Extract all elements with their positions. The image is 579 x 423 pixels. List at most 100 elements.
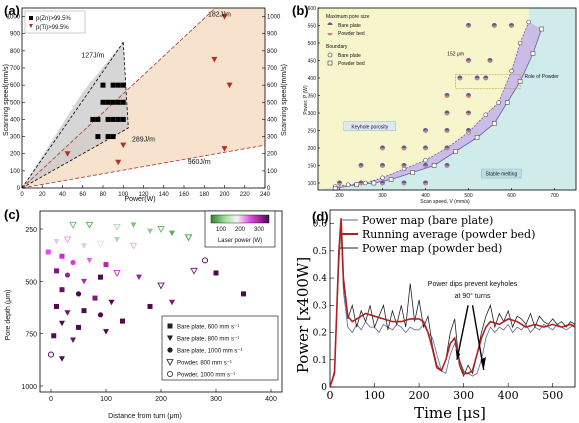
pore-powder: [380, 183, 385, 186]
legend-label: Powder, 1000 mm s⁻¹: [177, 373, 235, 379]
legend-marker-ti: [29, 24, 33, 28]
y-tick-label: 250: [308, 129, 317, 135]
point-bare-600: [81, 308, 87, 314]
point-powder-800: [184, 234, 193, 242]
series-line-1: [329, 218, 576, 388]
highlight-box: [455, 74, 521, 89]
pore-bare: [466, 110, 471, 113]
x-tick-label: 300: [210, 396, 222, 403]
x-axis-label: Time [μs]: [414, 404, 486, 422]
legend-label-powder: Powder bed: [338, 31, 365, 37]
legend-label-zn: p(Zn)>99.5%: [36, 16, 72, 22]
annotation-arrowhead-left: [455, 348, 461, 360]
point-bare-600: [147, 303, 153, 309]
y-tick-label-right: 300: [267, 135, 278, 141]
boundary-powder-point: [530, 51, 536, 56]
point-bare-800: [86, 257, 93, 264]
pore-bare: [423, 128, 428, 131]
y-tick-label: 1000: [7, 15, 21, 21]
boundary-powder-point: [371, 180, 377, 186]
y-tick-label: 0.6: [313, 220, 328, 230]
legend-label-boundary-bare: Bare plate: [338, 53, 361, 59]
region-stable: [318, 8, 576, 190]
y-tick-label: 300: [10, 135, 21, 141]
y-tick-label: 900: [10, 32, 21, 38]
point-powder-800: [157, 282, 165, 290]
point-powder-800: [190, 267, 198, 275]
x-tick-label: 60: [79, 192, 86, 198]
point-bare-600: [54, 303, 59, 309]
pore-bare: [466, 58, 471, 61]
y-tick-label: 150: [308, 164, 317, 170]
legend-marker: [167, 323, 173, 329]
x-tick-label: 500: [464, 193, 473, 199]
x-axis-label: Scan speed, V (mm/s): [420, 199, 470, 205]
y-tick-label-right: 0: [267, 186, 271, 192]
x-tick-label: 220: [240, 192, 251, 198]
point-bare-600: [59, 253, 65, 259]
x-tick-label: 300: [378, 193, 387, 199]
pore-bare: [380, 145, 385, 148]
y-tick-label: 200: [308, 146, 317, 152]
boundary-powder-point: [410, 170, 415, 175]
pore-powder: [474, 78, 480, 81]
x-tick-label: 600: [507, 193, 516, 199]
line-960: [21, 144, 266, 189]
series-line-0: [329, 229, 576, 388]
annotation-stable: Stable melting: [486, 172, 518, 178]
point-powder-800: [85, 221, 94, 229]
ti-point: [221, 14, 228, 20]
pore-powder: [423, 165, 428, 169]
legend-label-bare: Bare plate: [338, 23, 361, 29]
x-tick-label: 100: [100, 396, 112, 403]
point-bare-800: [53, 239, 60, 245]
chart-c: (c) 0 100 200 300 400 250 500 750 1000 100 200 300 L…: [4, 207, 283, 420]
y-tick-label: 0: [321, 383, 327, 393]
legend-marker-zn: [29, 16, 33, 20]
y-axis-label: Pore depth (μm): [5, 290, 12, 341]
region-role-of-powder: [335, 22, 542, 189]
legend-title-pore: Maximum pore size: [326, 14, 370, 20]
pore-bare: [487, 58, 493, 61]
point-powder-800: [113, 223, 121, 231]
x-tick-label: 400: [265, 396, 277, 403]
y-tick-label: 0: [17, 186, 21, 192]
boundary-powder-point: [539, 26, 544, 32]
pore-bare: [474, 75, 480, 78]
boundary-bare-point: [483, 112, 488, 117]
zn-point: [105, 99, 111, 105]
legend-label: Powder, 800 mm s⁻¹: [177, 361, 232, 367]
point-bare-600: [120, 318, 125, 324]
zn-point: [110, 116, 116, 122]
x-tick-label: 300: [453, 389, 474, 402]
y-tick-label: 350: [308, 94, 317, 100]
x-tick-label: 500: [542, 389, 563, 402]
x-tick-label: 0: [20, 192, 24, 198]
legend-marker-boundary-bare: [327, 52, 333, 58]
boundary-bare-point: [517, 40, 523, 46]
x-tick-label: 180: [199, 192, 210, 198]
legend-label: Running average (powder bed): [362, 228, 535, 241]
pore-bare: [444, 163, 450, 166]
y-tick-label-right: 600: [267, 83, 278, 89]
pore-bare: [509, 23, 514, 26]
point-bare-600: [103, 262, 109, 268]
pore-powder: [337, 183, 342, 186]
zn-point: [120, 82, 126, 88]
legend-box: [24, 10, 86, 34]
legend-marker: [166, 370, 173, 377]
annotation-289: 289J/m: [132, 137, 155, 144]
y-tick-label: 550: [308, 24, 317, 30]
point-bare-800: [114, 236, 120, 243]
point-bare-600: [54, 268, 59, 274]
boundary-bare-point: [509, 68, 514, 74]
y-axis-label: Power [x400W]: [294, 257, 312, 373]
y-tick-label: 0.5: [313, 247, 328, 257]
zn-point: [95, 134, 101, 140]
point-powder-800: [96, 240, 105, 248]
colorbar: [210, 214, 270, 224]
pore-bare: [466, 23, 471, 26]
x-tick-label: 120: [138, 192, 149, 198]
pore-bare: [423, 180, 428, 183]
point-bare-600: [51, 333, 57, 339]
